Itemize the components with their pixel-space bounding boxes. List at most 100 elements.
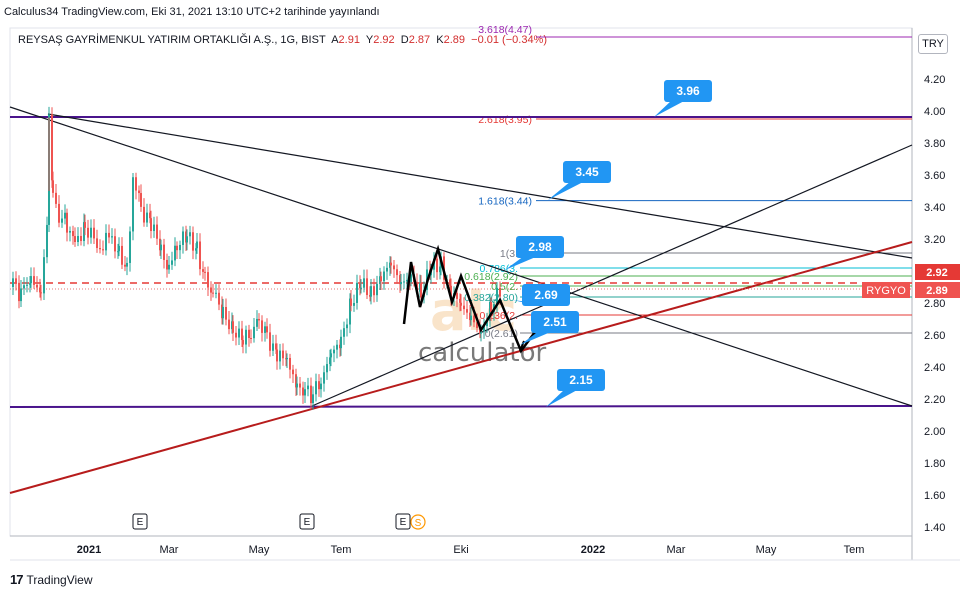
candle-body [179,244,181,251]
candle-body [222,306,224,319]
x-tick-label: Mar [160,544,179,556]
candle-body [396,269,398,276]
red-trend-line [9,241,913,494]
candle-body [241,328,243,341]
candle-body [380,276,382,282]
candle-body [232,321,234,333]
downtrend-line-2 [47,113,913,259]
candle-body [466,309,468,313]
y-tick-label: 3.40 [924,202,945,214]
earnings-event-label: E [304,517,311,528]
earnings-event-label: E [137,517,144,528]
candle-body [275,343,277,350]
candle-body [146,212,148,223]
candle-body [449,279,451,286]
candle-body [420,283,422,298]
candle-body [182,231,184,245]
candle-body [399,275,401,285]
candle-body [143,206,145,223]
candle-body [117,251,119,253]
candle-body [272,343,274,351]
candle-body [350,298,352,306]
candle-body [312,394,314,404]
candle-body [480,331,482,334]
candle-body [386,267,388,272]
currency-button[interactable]: TRY [918,34,948,54]
candle-body [264,326,266,333]
callout-2-98-box [516,236,564,258]
callout-2-51-box [531,311,579,333]
candle-body [276,349,278,362]
callout-3-96-label: 3.96 [676,84,700,98]
candle-body [96,238,98,249]
symbol-info-line: REYSAŞ GAYRİMENKUL YATIRIM ORTAKLIĞI A.Ş… [18,34,547,46]
candle-body [225,306,227,320]
candle-body [121,245,123,265]
x-tick-label: Mar [667,544,686,556]
candle-body [376,283,378,296]
candle-body [69,231,71,233]
candle-body [463,305,465,310]
candle-body [163,244,165,260]
candle-body [72,231,74,237]
candle-body [286,357,288,360]
fib-retracement-label: 0(2.61) [485,328,518,340]
candle-body [135,177,137,191]
callout-2-98-label: 2.98 [528,240,552,254]
y-tick-label: 2.80 [924,298,945,310]
candle-body [23,285,25,289]
candle-body [235,332,237,338]
candle-body [470,315,472,321]
candle-body [390,262,392,266]
harmonic-pattern-line [402,244,537,354]
candle-body [269,332,271,351]
candle-body [77,235,79,243]
y-tick-label: 3.20 [924,234,945,246]
candle-body [210,287,212,293]
candle-body [84,222,86,228]
candle-body [261,320,263,333]
candle-body [318,381,320,390]
close-label: K [436,34,444,46]
candle-body [410,274,412,283]
candle-body [195,248,197,251]
candle-body [20,288,22,302]
candle-body [199,241,201,270]
candle-body [343,328,345,337]
candle-body [202,269,204,272]
tradingview-logo-icon: 17 [10,572,24,587]
candle-body [307,385,309,390]
candle-body [483,326,485,332]
candle-body [473,315,475,323]
candle-body [15,278,17,283]
candle-body [108,232,110,238]
candle-body [26,284,28,286]
candle-body [138,190,140,194]
candle-body [102,249,104,251]
candle-body [400,282,402,285]
candle-body [295,374,297,388]
x-tick-label: Tem [331,544,352,556]
callout-2-15-label: 2.15 [569,373,593,387]
candle-body [124,264,126,267]
x-tick-label: Tem [844,544,865,556]
candle-body [248,329,250,338]
callout-2-51-pointer [520,331,553,345]
candle-body [336,344,338,350]
candle-body [36,284,38,288]
y-tick-label: 2.20 [924,394,945,406]
candle-body [333,349,335,354]
uptrend-line [311,144,913,407]
candle-body [192,232,194,251]
candle-body [33,276,35,285]
candle-body [12,278,14,287]
price-tag-high-box [915,264,960,280]
candle-body [93,227,95,239]
candle-body [87,227,89,238]
price-tag-high: 2.92 [926,267,947,279]
candle-body [476,322,478,329]
candle-body [320,383,322,390]
candle-body [456,293,458,299]
candle-body [140,193,142,207]
